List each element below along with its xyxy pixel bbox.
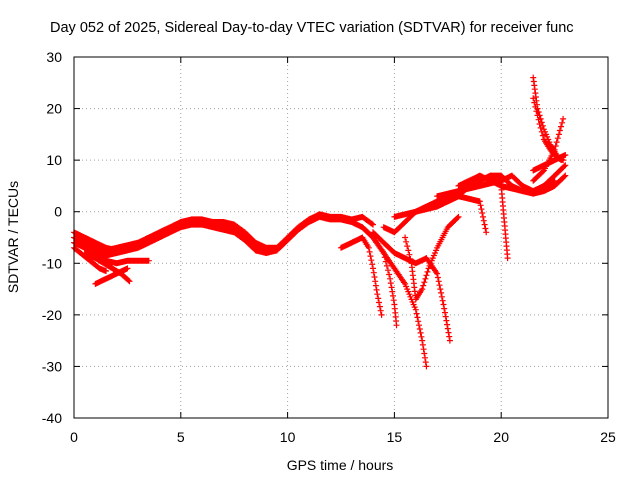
plot-frame (73, 56, 609, 419)
x-tick-label: 0 (70, 429, 78, 445)
x-tick-label: 20 (493, 429, 509, 445)
x-axis-label: GPS time / hours (287, 457, 394, 473)
data-marks (71, 74, 569, 370)
series-points (92, 265, 131, 287)
series-track-10 (359, 224, 430, 370)
series-track-17 (434, 172, 558, 200)
series-track-8 (338, 234, 385, 318)
y-tick-label: 20 (46, 101, 62, 117)
y-tick-label: -40 (42, 410, 62, 426)
series-points (338, 234, 385, 318)
series-points (370, 229, 453, 344)
y-axis-label: SDTVAR / TECUs (5, 181, 21, 293)
y-tick-label: -30 (42, 358, 62, 374)
x-tick-label: 25 (600, 429, 616, 445)
series-points (402, 213, 462, 303)
y-tick-label: -20 (42, 307, 62, 323)
series-points (359, 224, 430, 370)
series-track-21 (530, 152, 569, 174)
x-tick-label: 5 (177, 429, 185, 445)
y-tick-label: 30 (46, 49, 62, 65)
series-points (530, 152, 569, 174)
chart-title: Day 052 of 2025, Sidereal Day-to-day VTE… (50, 20, 574, 36)
series-points (530, 74, 564, 164)
series-track-7 (92, 265, 131, 287)
series-track-12 (402, 213, 462, 303)
y-tick-label: 0 (54, 204, 62, 220)
y-tick-label: 10 (46, 152, 62, 168)
series-points (434, 172, 558, 200)
series-track-18 (530, 74, 564, 164)
axis-ticks: 0 5 10 15 20 25 -40 -30 -20 -10 0 10 20 30 (42, 49, 616, 445)
grid (74, 57, 608, 418)
x-tick-label: 10 (280, 429, 296, 445)
y-tick-label: -10 (42, 255, 62, 271)
x-tick-label: 15 (387, 429, 403, 445)
series-track-11 (370, 229, 453, 344)
